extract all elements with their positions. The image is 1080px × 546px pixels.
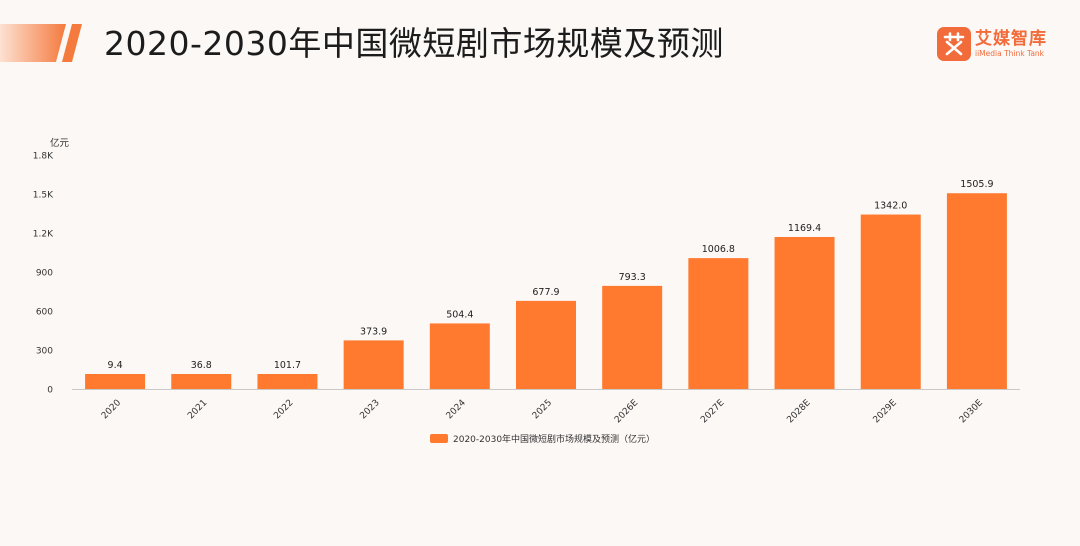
bar-2023 [343,340,404,389]
data-label: 1169.4 [788,223,821,234]
bar-2030E [946,193,1007,389]
chart-legend: 2020-2030年中国微短剧市场规模及预测（亿元） [430,432,655,445]
bar-2022 [257,374,318,389]
bar-2025 [516,300,576,389]
x-tick-label: 2022 [272,398,295,421]
x-tick-label: 2021 [186,398,209,421]
data-label: 1505.9 [960,179,993,190]
ai-character-logo-icon [937,27,971,61]
bar-2020 [85,374,146,389]
y-tick-label: 0 [47,386,53,396]
bar-2026E [602,285,663,389]
y-tick-label: 1.8K [33,152,54,162]
data-label: 1342.0 [874,201,907,212]
x-tick-label: 2029E [872,398,900,426]
bar-chart: 亿元 0 300 600 900 1.2K 1.5K 1.8K 9.4 2020 36.8 2021 1… [33,137,1020,426]
y-tick-label: 600 [36,308,53,318]
data-label: 36.8 [191,360,212,371]
data-label: 9.4 [108,360,123,371]
x-tick-label: 2023 [358,398,381,421]
x-tick-label: 2024 [445,398,468,421]
data-label: 677.9 [532,287,559,298]
x-tick-label: 2026E [613,398,641,426]
x-tick-label: 2025 [531,398,554,421]
y-tick-label: 900 [36,269,53,279]
page-title: 2020-2030年中国微短剧市场规模及预测 [104,24,724,63]
x-tick-label: 2028E [785,398,813,426]
y-tick-label: 300 [36,347,53,357]
x-tick-label: 2030E [958,398,986,426]
data-label: 101.7 [274,360,301,371]
data-label: 1006.8 [702,244,735,255]
bar-2027E [688,258,749,389]
y-axis-unit-label: 亿元 [50,137,70,149]
brand-name: 艾媒智库 [975,29,1047,49]
brand: 艾媒智库 iiMedia Think Tank [937,24,1047,64]
data-label: 793.3 [619,272,646,283]
bar-2021 [171,374,232,389]
legend-swatch [430,434,448,443]
header-accent-bar [0,24,82,62]
brand-subtitle: iiMedia Think Tank [975,49,1045,58]
data-label: 373.9 [360,326,387,337]
y-tick-label: 1.2K [33,230,54,240]
y-tick-label: 1.5K [33,191,54,201]
bar-2029E [860,214,921,389]
x-tick-label: 2027E [699,398,727,426]
legend-label: 2020-2030年中国微短剧市场规模及预测（亿元） [453,435,656,445]
data-label: 504.4 [446,309,473,320]
x-tick-label: 2020 [100,398,123,421]
bar-2028E [774,236,835,389]
bar-2024 [429,323,490,389]
